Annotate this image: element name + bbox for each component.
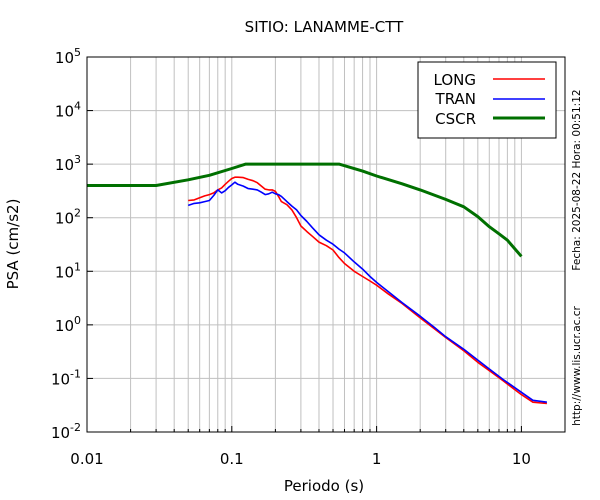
y-tick-label-1e4: 104: [55, 100, 81, 121]
y-tick-label-1e-2: 10-2: [51, 421, 81, 442]
x-tick-label-0.1: 0.1: [220, 450, 244, 468]
y-tick-label-1e2: 102: [55, 207, 81, 228]
x-axis-label: Periodo (s): [284, 477, 364, 495]
legend-label-cscr: CSCR: [435, 110, 476, 128]
x-tick-label-0.01: 0.01: [70, 450, 103, 468]
x-tick-label-10: 10: [512, 450, 531, 468]
series-line-cscr: [87, 162, 523, 258]
y-tick-label-1e3: 103: [55, 153, 81, 174]
y-tick-label-1e0: 100: [55, 314, 81, 335]
series-line-tran: [187, 181, 548, 403]
series-layer: [87, 162, 548, 405]
y-tick-label-1e-1: 10-1: [51, 367, 81, 388]
series-line-long: [188, 176, 547, 405]
y-axis-label: PSA (cm/s2): [4, 199, 22, 290]
y-tick-label-1e5: 105: [55, 46, 81, 67]
datetime-stamp: Fecha: 2025-08-22 Hora: 00:51:12: [571, 89, 583, 270]
x-tick-label-1: 1: [372, 450, 382, 468]
source-url: http://www.lis.ucr.ac.cr: [571, 305, 583, 425]
legend-label-tran: TRAN: [435, 90, 476, 108]
legend-label-long: LONG: [434, 71, 476, 89]
legend-box: [417, 61, 557, 139]
x-tick-labels: 0.01 0.1 1 10: [70, 450, 531, 468]
chart-title: SITIO: LANAMME-CTT: [245, 18, 404, 36]
y-tick-label-1e1: 101: [55, 260, 81, 281]
y-tick-labels: 10-2 10-1 100 101 102 103 104 105: [51, 46, 81, 442]
legend: LONG TRAN CSCR: [417, 61, 557, 139]
plot-frame: [86, 56, 566, 433]
